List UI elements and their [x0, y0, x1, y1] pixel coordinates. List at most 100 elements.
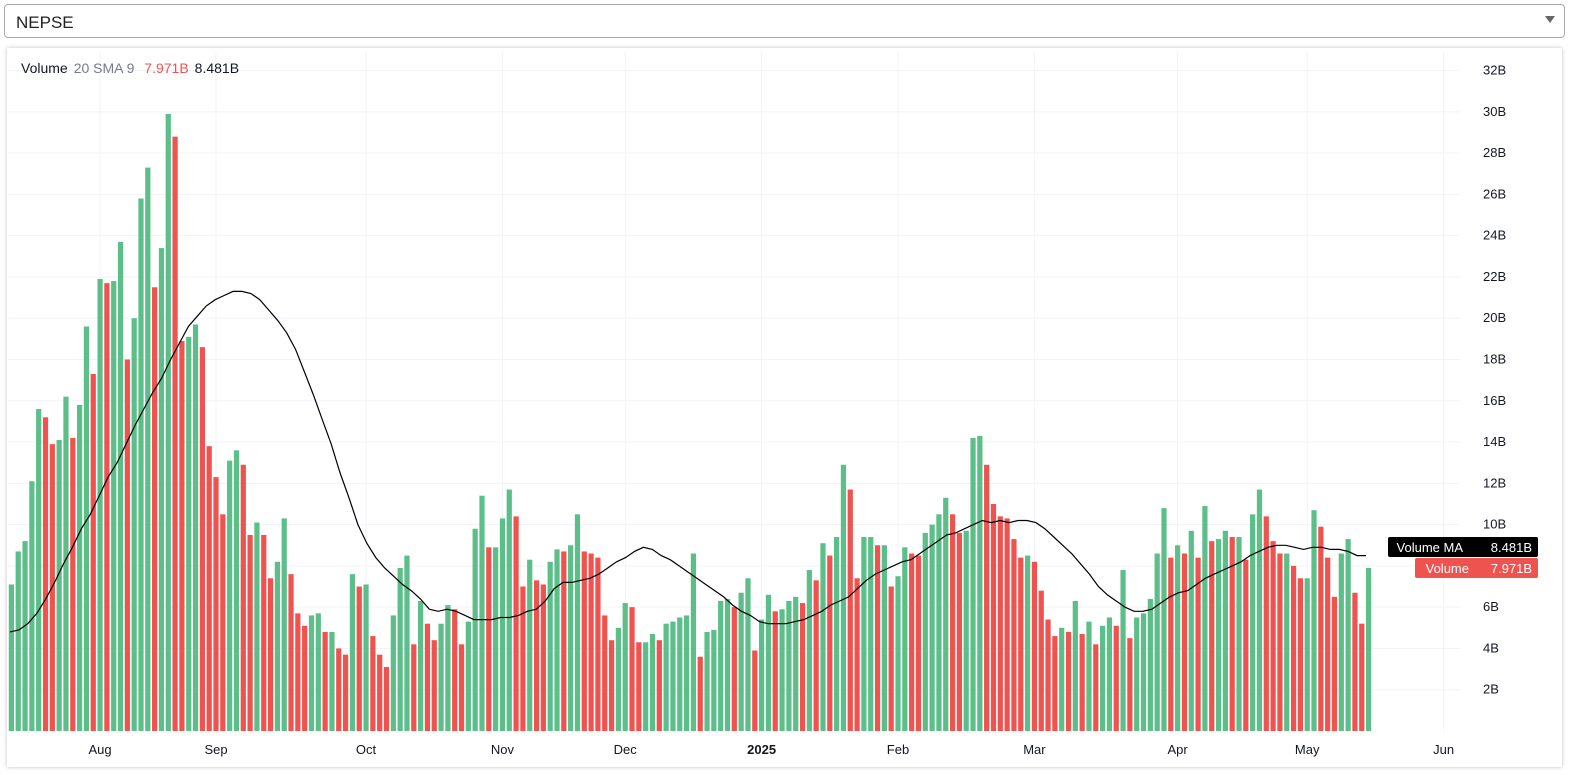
y-tick-label: 24B: [1483, 228, 1506, 243]
volume-bar: [643, 642, 649, 731]
x-tick-label: Nov: [491, 742, 515, 757]
volume-bar: [172, 136, 178, 732]
volume-bar: [909, 553, 915, 731]
volume-bar: [854, 578, 860, 731]
volume-bar: [656, 640, 662, 731]
volume-ma-line: [9, 290, 1366, 633]
volume-price-label-bg: [1415, 558, 1538, 578]
y-tick-label: 20B: [1483, 310, 1506, 325]
volume-bar: [731, 607, 737, 731]
volume-bar: [929, 524, 935, 731]
volume-bar: [1175, 545, 1181, 731]
volume-bar: [1086, 621, 1092, 731]
volume-bar: [1311, 510, 1317, 731]
volume-bar: [629, 607, 635, 731]
volume-bar: [15, 551, 21, 731]
volume-bar: [124, 359, 130, 731]
x-tick-label: Sep: [204, 742, 227, 757]
volume-bar: [915, 555, 922, 731]
volume-bar: [718, 600, 724, 731]
volume-bar: [8, 584, 15, 731]
volume-bar: [329, 631, 335, 731]
volume-bar: [1290, 565, 1297, 731]
volume-bar: [1079, 634, 1085, 731]
volume-bar: [956, 532, 962, 731]
volume-bar: [963, 530, 969, 731]
volume-bar: [588, 553, 594, 731]
volume-bar: [970, 437, 976, 731]
volume-bar: [254, 522, 260, 731]
x-tick-label: Mar: [1023, 742, 1046, 757]
x-tick-label: 2025: [747, 742, 776, 757]
volume-bar: [1106, 617, 1113, 731]
x-tick-label: Feb: [887, 742, 909, 757]
volume-bar: [1270, 541, 1276, 731]
volume-bar: [1318, 526, 1324, 731]
y-tick-label: 30B: [1483, 104, 1506, 119]
y-tick-label: 28B: [1483, 145, 1506, 160]
volume-bar: [192, 324, 199, 731]
volume-bar: [83, 326, 90, 731]
y-tick-label: 6B: [1483, 599, 1499, 614]
volume-bar: [595, 557, 601, 731]
volume-bar: [581, 551, 587, 731]
volume-bar: [574, 514, 581, 731]
volume-bar: [1243, 559, 1249, 731]
volume-bar: [1297, 578, 1303, 731]
volume-bar: [568, 545, 574, 731]
volume-bar: [922, 532, 928, 731]
chevron-down-icon[interactable]: [1545, 16, 1555, 23]
volume-bars: [8, 113, 1372, 732]
volume-bar: [1222, 530, 1228, 731]
volume-bar: [847, 489, 853, 731]
volume-bar: [29, 481, 35, 731]
volume-bar: [683, 615, 690, 731]
volume-bar: [1018, 557, 1024, 731]
volume-bar: [690, 553, 697, 731]
volume-bar: [1093, 644, 1099, 731]
x-tick-label: Aug: [88, 742, 111, 757]
volume-bar: [1229, 537, 1235, 731]
volume-bar: [786, 600, 792, 731]
volume-bar: [281, 518, 287, 731]
volume-bar: [608, 640, 615, 731]
volume-bar: [506, 489, 512, 731]
y-tick-label: 14B: [1483, 434, 1506, 449]
volume-bar: [70, 437, 76, 731]
ma-price-label-value: 8.481B: [1491, 540, 1532, 555]
volume-bar: [711, 629, 717, 731]
volume-bar: [1161, 508, 1167, 731]
volume-bar: [165, 113, 171, 731]
volume-bar: [704, 631, 710, 731]
volume-bar: [799, 603, 806, 731]
volume-bar: [1024, 555, 1031, 731]
volume-bar: [90, 373, 96, 731]
volume-bar: [738, 592, 744, 731]
y-axis-labels: 2B4B6B8B10B12B14B16B18B20B22B24B26B28B30…: [1483, 63, 1506, 697]
volume-bar: [902, 547, 908, 731]
volume-bar: [520, 586, 526, 731]
volume-bar: [77, 404, 83, 731]
volume-bar: [547, 561, 553, 731]
volume-bar: [1215, 539, 1222, 731]
volume-bar: [397, 567, 403, 731]
volume-bar: [1059, 627, 1065, 731]
volume-bar: [554, 549, 560, 731]
volume-bar: [636, 642, 642, 731]
x-tick-label: Jun: [1433, 742, 1454, 757]
volume-bar: [1004, 518, 1010, 731]
y-tick-label: 16B: [1483, 393, 1506, 408]
volume-bar: [861, 537, 867, 731]
volume-bar: [1011, 539, 1017, 731]
volume-bar: [404, 555, 410, 731]
volume-bar: [1120, 570, 1126, 731]
volume-bar: [377, 654, 383, 731]
legend-ma-value: 8.481B: [194, 60, 240, 76]
ma-price-label: Volume MA 8.481B: [1388, 537, 1538, 557]
volume-bar: [36, 409, 42, 731]
symbol-select[interactable]: NEPSE: [4, 4, 1565, 38]
volume-price-label: Volume 7.971B: [1415, 558, 1538, 578]
volume-bar: [288, 574, 294, 731]
volume-price-label-text: Volume: [1426, 561, 1469, 576]
